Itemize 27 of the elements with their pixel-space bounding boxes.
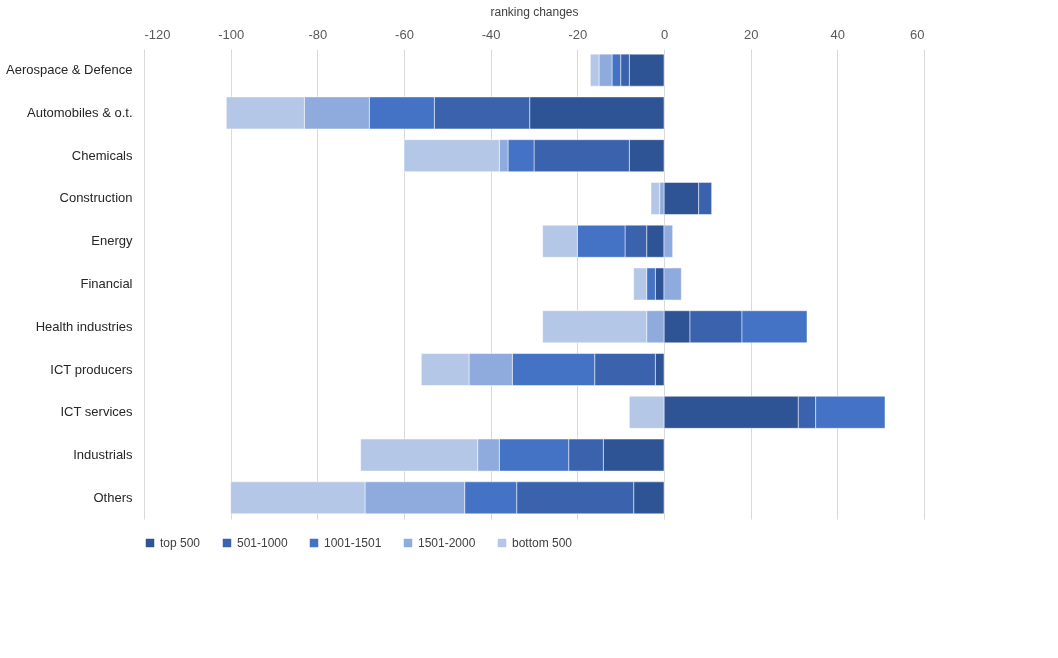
legend-label: 501-1000 (237, 536, 289, 550)
y-tick-label: ICT producers (50, 361, 133, 377)
x-tick-label: -100 (218, 26, 245, 42)
legend-label: 1001-1501 (324, 536, 382, 550)
y-tick-label: Health industries (35, 318, 133, 334)
y-tick-label: Industrials (73, 447, 133, 463)
x-axis-title: ranking changes (490, 4, 579, 19)
x-tick-label: 40 (830, 26, 846, 42)
y-tick-label: ICT services (60, 404, 133, 420)
legend-label: bottom 500 (512, 536, 573, 550)
x-tick-label: 60 (910, 26, 925, 42)
legend-label: 1501-2000 (418, 536, 476, 550)
x-tick-label: 20 (743, 26, 759, 42)
y-tick-label: Financial (80, 276, 133, 291)
legend-label: top 500 (160, 536, 201, 550)
x-tick-label: -40 (481, 26, 501, 42)
y-tick-label: Construction (59, 190, 133, 206)
y-tick-label: Others (93, 489, 133, 505)
y-tick-label: Chemicals (71, 147, 133, 163)
x-tick-label: -20 (568, 26, 588, 42)
y-tick-label: Aerospace & Defence (6, 62, 133, 78)
y-tick-label: Energy (91, 233, 133, 249)
x-tick-label: -80 (308, 26, 328, 42)
x-tick-label: 0 (660, 26, 669, 42)
x-tick-label: -120 (144, 26, 171, 42)
y-tick-label: Automobiles & o.t. (27, 104, 133, 120)
x-tick-label: -60 (395, 26, 414, 42)
